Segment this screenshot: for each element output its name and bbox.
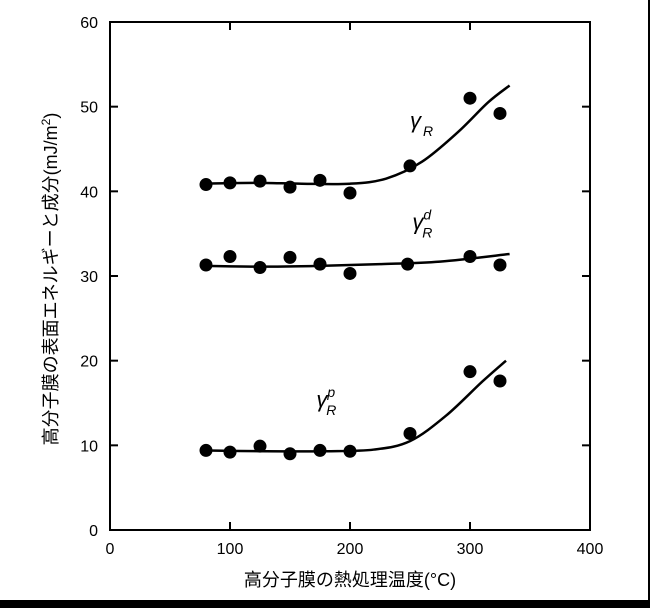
marker-gamma_R_p — [224, 446, 237, 459]
marker-gamma_R — [254, 175, 267, 188]
fit-line-gamma_R — [200, 86, 510, 185]
marker-gamma_R_d — [284, 251, 297, 264]
series-label-gamma_R_d: γdR — [412, 206, 432, 240]
marker-gamma_R_p — [200, 444, 213, 457]
y-tick-label: 10 — [80, 438, 98, 455]
marker-gamma_R_p — [254, 440, 267, 453]
y-tick-label: 0 — [89, 523, 98, 540]
y-tick-label: 50 — [80, 100, 98, 117]
marker-gamma_R — [494, 107, 507, 120]
y-tick-label: 30 — [80, 269, 98, 286]
fit-line-gamma_R_p — [200, 361, 506, 452]
y-tick-label: 40 — [80, 184, 98, 201]
x-tick-label: 0 — [106, 541, 115, 558]
fit-line-gamma_R_d — [200, 254, 510, 267]
marker-gamma_R_p — [284, 447, 297, 460]
marker-gamma_R_p — [314, 444, 327, 457]
marker-gamma_R_d — [314, 258, 327, 271]
marker-gamma_R_d — [224, 250, 237, 263]
marker-gamma_R_d — [254, 261, 267, 274]
marker-gamma_R_d — [344, 267, 357, 280]
marker-gamma_R_d — [494, 258, 507, 271]
x-axis-label: 高分子膜の熱処理温度(°C) — [244, 570, 456, 590]
marker-gamma_R — [314, 174, 327, 187]
marker-gamma_R — [404, 159, 417, 172]
x-tick-label: 100 — [217, 541, 244, 558]
x-tick-label: 400 — [577, 541, 604, 558]
marker-gamma_R — [200, 178, 213, 191]
marker-gamma_R_d — [401, 258, 414, 271]
marker-gamma_R — [464, 92, 477, 105]
series-label-gamma_R: γR — [410, 108, 433, 139]
marker-gamma_R — [344, 187, 357, 200]
marker-gamma_R_p — [344, 445, 357, 458]
marker-gamma_R — [224, 176, 237, 189]
chart-sheet: 高分子膜の表面エネルギーと成分(mJ/m2) 0 100 200 300 400 0 10 2… — [0, 0, 648, 600]
marker-gamma_R_d — [200, 258, 213, 271]
x-tick-label: 300 — [457, 541, 484, 558]
scatter-chart: 0 100 200 300 400 0 10 20 30 40 50 60 高分子膜の熱処理温度(°C)… — [0, 0, 648, 600]
y-axis-label: 高分子膜の表面エネルギーと成分(mJ/m2) — [37, 89, 63, 469]
marker-gamma_R — [284, 181, 297, 194]
y-tick-label: 20 — [80, 354, 98, 371]
series-label-gamma_R_p: γpR — [316, 384, 336, 418]
marker-gamma_R_p — [464, 365, 477, 378]
x-tick-label: 200 — [337, 541, 364, 558]
marker-gamma_R_p — [494, 374, 507, 387]
y-tick-label: 60 — [80, 15, 98, 32]
marker-gamma_R_d — [464, 250, 477, 263]
marker-gamma_R_p — [404, 427, 417, 440]
